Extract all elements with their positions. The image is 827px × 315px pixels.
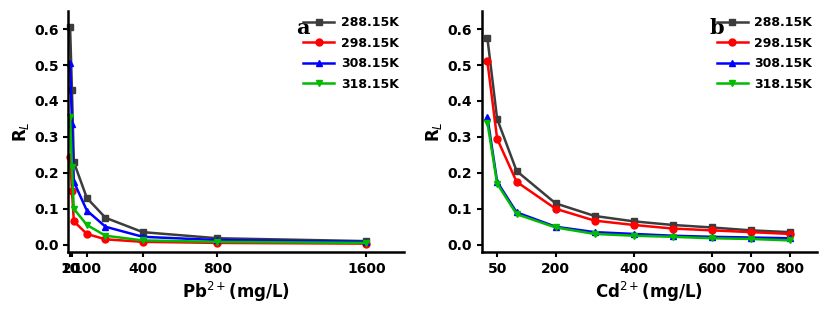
318.15K <box>482 121 492 124</box>
308.15K <box>67 123 77 126</box>
308.15K <box>491 180 501 184</box>
Y-axis label: R$_{L}$: R$_{L}$ <box>424 121 444 142</box>
Line: 298.15K: 298.15K <box>66 153 370 247</box>
318.15K <box>589 232 599 236</box>
308.15K <box>100 225 110 229</box>
318.15K <box>82 223 92 227</box>
Legend: 288.15K, 298.15K, 308.15K, 318.15K: 288.15K, 298.15K, 308.15K, 318.15K <box>300 14 400 93</box>
298.15K <box>212 241 222 245</box>
288.15K <box>482 36 492 40</box>
308.15K <box>69 180 79 184</box>
Line: 298.15K: 298.15K <box>483 58 792 238</box>
288.15K <box>784 230 794 234</box>
298.15K <box>65 155 75 158</box>
308.15K <box>628 232 638 236</box>
298.15K <box>82 232 92 236</box>
Line: 308.15K: 308.15K <box>66 60 370 245</box>
308.15K <box>137 235 147 239</box>
318.15K <box>628 234 638 238</box>
298.15K <box>550 207 560 211</box>
Line: 308.15K: 308.15K <box>483 114 792 242</box>
Line: 288.15K: 288.15K <box>66 24 370 244</box>
318.15K <box>667 235 676 239</box>
288.15K <box>361 239 370 243</box>
298.15K <box>589 219 599 222</box>
Text: a: a <box>296 18 309 38</box>
288.15K <box>212 236 222 240</box>
318.15K <box>69 207 79 211</box>
288.15K <box>100 216 110 220</box>
308.15K <box>511 210 521 214</box>
308.15K <box>550 225 560 229</box>
308.15K <box>212 238 222 242</box>
308.15K <box>65 61 75 65</box>
318.15K <box>745 237 755 241</box>
298.15K <box>491 137 501 140</box>
288.15K <box>628 220 638 223</box>
298.15K <box>745 230 755 234</box>
318.15K <box>491 182 501 186</box>
Text: b: b <box>709 18 724 38</box>
Line: 318.15K: 318.15K <box>66 114 370 246</box>
298.15K <box>137 240 147 244</box>
288.15K <box>82 196 92 200</box>
318.15K <box>67 166 77 169</box>
308.15K <box>589 230 599 234</box>
318.15K <box>137 238 147 242</box>
318.15K <box>361 241 370 245</box>
318.15K <box>784 238 794 242</box>
308.15K <box>82 209 92 212</box>
288.15K <box>745 228 755 232</box>
298.15K <box>482 60 492 63</box>
288.15K <box>69 160 79 164</box>
288.15K <box>67 88 77 92</box>
288.15K <box>137 230 147 234</box>
308.15K <box>667 234 676 238</box>
Line: 288.15K: 288.15K <box>483 35 792 236</box>
298.15K <box>361 242 370 245</box>
X-axis label: Pb$^{2+}$(mg/L): Pb$^{2+}$(mg/L) <box>182 280 289 304</box>
318.15K <box>100 234 110 238</box>
308.15K <box>745 236 755 239</box>
288.15K <box>589 214 599 218</box>
288.15K <box>705 226 715 229</box>
318.15K <box>511 212 521 216</box>
288.15K <box>667 223 676 227</box>
Line: 318.15K: 318.15K <box>483 119 792 244</box>
298.15K <box>784 232 794 236</box>
298.15K <box>667 227 676 231</box>
298.15K <box>705 228 715 232</box>
308.15K <box>784 236 794 240</box>
298.15K <box>511 180 521 184</box>
308.15K <box>705 235 715 239</box>
288.15K <box>511 169 521 173</box>
318.15K <box>212 240 222 244</box>
308.15K <box>361 240 370 244</box>
318.15K <box>705 236 715 240</box>
288.15K <box>550 202 560 205</box>
318.15K <box>550 226 560 229</box>
308.15K <box>482 115 492 119</box>
298.15K <box>628 223 638 227</box>
298.15K <box>69 220 79 223</box>
318.15K <box>65 115 75 119</box>
298.15K <box>67 189 77 193</box>
X-axis label: Cd$^{2+}$(mg/L): Cd$^{2+}$(mg/L) <box>595 280 702 304</box>
298.15K <box>100 238 110 241</box>
Legend: 288.15K, 298.15K, 308.15K, 318.15K: 288.15K, 298.15K, 308.15K, 318.15K <box>713 14 814 93</box>
288.15K <box>491 117 501 121</box>
288.15K <box>65 26 75 29</box>
Y-axis label: R$_{L}$: R$_{L}$ <box>11 121 31 142</box>
